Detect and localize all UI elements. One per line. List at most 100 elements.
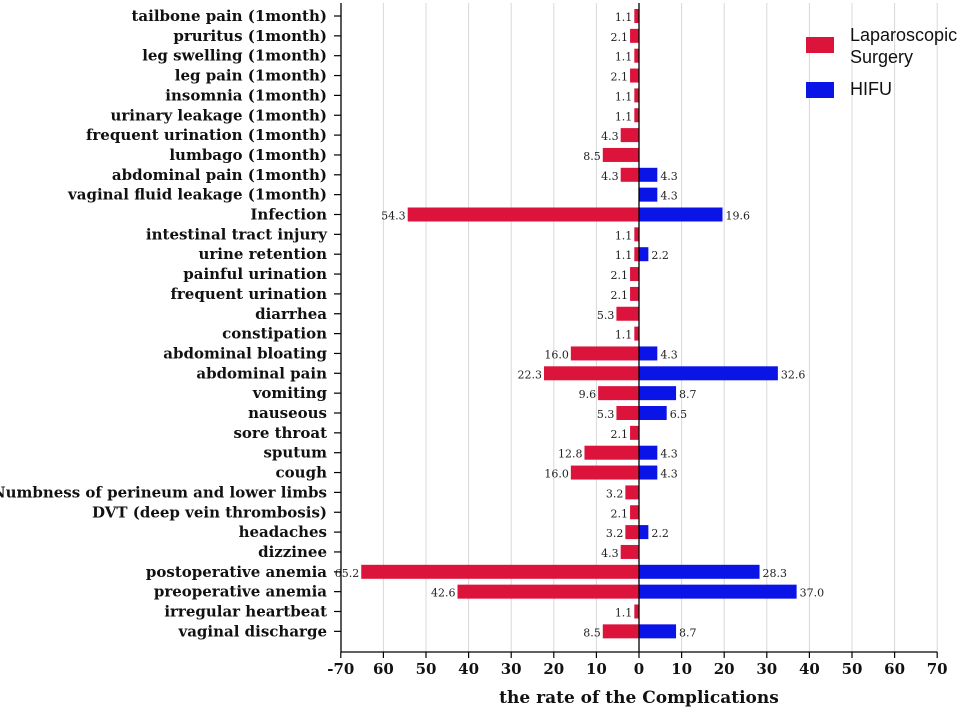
bar-hifu-19 — [639, 386, 677, 401]
x-tick-label: 70 — [927, 660, 948, 678]
bar-laparoscopic-28 — [361, 564, 639, 579]
value-label-laparoscopic: 2.1 — [611, 31, 629, 44]
category-label: pruritus (1month) — [173, 27, 327, 45]
value-label-laparoscopic: 16.0 — [544, 468, 569, 481]
bar-laparoscopic-29 — [457, 584, 639, 599]
bar-laparoscopic-11 — [634, 227, 639, 242]
category-label: constipation — [222, 325, 327, 343]
category-label: headaches — [239, 523, 327, 541]
bar-hifu-17 — [639, 346, 658, 361]
bar-laparoscopic-23 — [570, 465, 639, 480]
axes: -70 60 50 40 30 20 10 0 10 20 30 40 50 60 70 tailbone p… — [0, 3, 948, 678]
gridlines — [382, 3, 938, 652]
value-label-laparoscopic: 2.1 — [611, 428, 629, 441]
value-label-laparoscopic: 65.2 — [335, 567, 360, 580]
bar-laparoscopic-12 — [634, 247, 639, 262]
bar-laparoscopic-24 — [625, 485, 639, 500]
category-label: urinary leakage (1month) — [110, 106, 327, 124]
bar-laparoscopic-2 — [634, 48, 639, 63]
value-label-laparoscopic: 2.1 — [611, 289, 629, 302]
value-label-hifu: 4.3 — [660, 190, 678, 203]
x-tick-label: 10 — [586, 660, 607, 678]
bar-laparoscopic-20 — [616, 406, 639, 420]
bar-laparoscopic-30 — [634, 604, 639, 619]
bar-laparoscopic-26 — [625, 525, 639, 540]
bar-laparoscopic-7 — [602, 147, 639, 162]
category-label: sputum — [263, 444, 327, 462]
category-label: sore throat — [233, 424, 327, 442]
x-tick-label: 40 — [458, 660, 479, 678]
value-label-laparoscopic: 3.2 — [606, 487, 624, 500]
bar-hifu-31 — [639, 624, 677, 639]
category-label: insomnia (1month) — [165, 86, 327, 104]
value-label-laparoscopic: 42.6 — [431, 587, 456, 600]
legend-swatch-laparoscopic — [806, 37, 834, 53]
value-label-laparoscopic: 1.1 — [615, 607, 633, 620]
value-label-laparoscopic: 1.1 — [615, 11, 633, 24]
bar-hifu-10 — [639, 207, 723, 222]
value-label-laparoscopic: 2.1 — [611, 71, 629, 84]
value-label-hifu: 4.3 — [660, 448, 678, 461]
category-label: intestinal tract injury — [146, 225, 328, 243]
value-label-laparoscopic: 22.3 — [518, 368, 543, 381]
bar-laparoscopic-17 — [570, 346, 639, 361]
x-tick-label: 30 — [756, 660, 777, 678]
legend-swatch-hifu — [806, 82, 834, 98]
bar-laparoscopic-10 — [407, 207, 639, 222]
legend-label-laparoscopic: Surgery — [850, 47, 913, 67]
x-tick-label: 20 — [714, 660, 735, 678]
category-label: irregular heartbeat — [164, 603, 327, 621]
category-label: postoperative anemia — [146, 563, 327, 581]
bar-laparoscopic-18 — [544, 366, 639, 381]
bar-hifu-9 — [639, 187, 658, 202]
bar-hifu-22 — [639, 445, 658, 460]
category-label: vaginal fluid leakage (1month) — [67, 186, 327, 204]
x-tick-label: 50 — [842, 660, 863, 678]
value-label-laparoscopic: 5.3 — [597, 309, 615, 322]
bar-hifu-28 — [639, 564, 760, 579]
value-label-laparoscopic: 8.5 — [583, 626, 601, 639]
value-label-hifu: 19.6 — [725, 210, 750, 223]
bar-laparoscopic-21 — [630, 425, 639, 440]
value-label-hifu: 2.2 — [651, 249, 669, 262]
bar-laparoscopic-15 — [616, 306, 639, 321]
bar-laparoscopic-27 — [620, 544, 639, 559]
category-label: nauseous — [248, 404, 327, 422]
category-label: abdominal bloating — [163, 344, 327, 362]
category-label: painful urination — [183, 265, 327, 283]
category-label: leg swelling (1month) — [142, 47, 327, 65]
value-label-laparoscopic: 12.8 — [558, 448, 583, 461]
category-label: leg pain (1month) — [175, 67, 327, 85]
value-label-laparoscopic: 4.3 — [601, 130, 619, 143]
x-tick-label: 10 — [671, 660, 692, 678]
value-label-hifu: 6.5 — [670, 408, 688, 421]
category-label: DVT (deep vein thrombosis) — [92, 503, 327, 521]
category-label: dizzinee — [258, 543, 327, 561]
value-label-hifu: 32.6 — [781, 368, 806, 381]
category-label: preoperative anemia — [154, 583, 327, 601]
bar-laparoscopic-19 — [598, 386, 639, 401]
bar-hifu-18 — [639, 366, 778, 381]
x-tick-label: 0 — [634, 660, 644, 678]
bar-hifu-26 — [639, 525, 649, 540]
value-label-laparoscopic: 4.3 — [601, 547, 619, 560]
value-label-hifu: 4.3 — [660, 170, 678, 183]
bar-laparoscopic-3 — [630, 68, 639, 83]
bar-laparoscopic-16 — [634, 326, 639, 341]
value-label-laparoscopic: 1.1 — [615, 51, 633, 64]
value-label-laparoscopic: 1.1 — [615, 110, 633, 123]
bar-hifu-23 — [639, 465, 658, 480]
value-label-laparoscopic: 5.3 — [597, 408, 615, 421]
bar-hifu-12 — [639, 247, 649, 262]
bars — [361, 9, 797, 639]
bar-laparoscopic-0 — [634, 9, 639, 23]
value-label-laparoscopic: 1.1 — [615, 229, 633, 242]
value-label-laparoscopic: 4.3 — [601, 170, 619, 183]
bar-laparoscopic-5 — [634, 108, 639, 123]
category-label: frequent urination (1month) — [86, 126, 327, 144]
value-label-laparoscopic: 8.5 — [583, 150, 601, 163]
value-label-laparoscopic: 2.1 — [611, 269, 629, 282]
category-label: abdominal pain — [196, 364, 327, 382]
bar-hifu-20 — [639, 406, 667, 420]
